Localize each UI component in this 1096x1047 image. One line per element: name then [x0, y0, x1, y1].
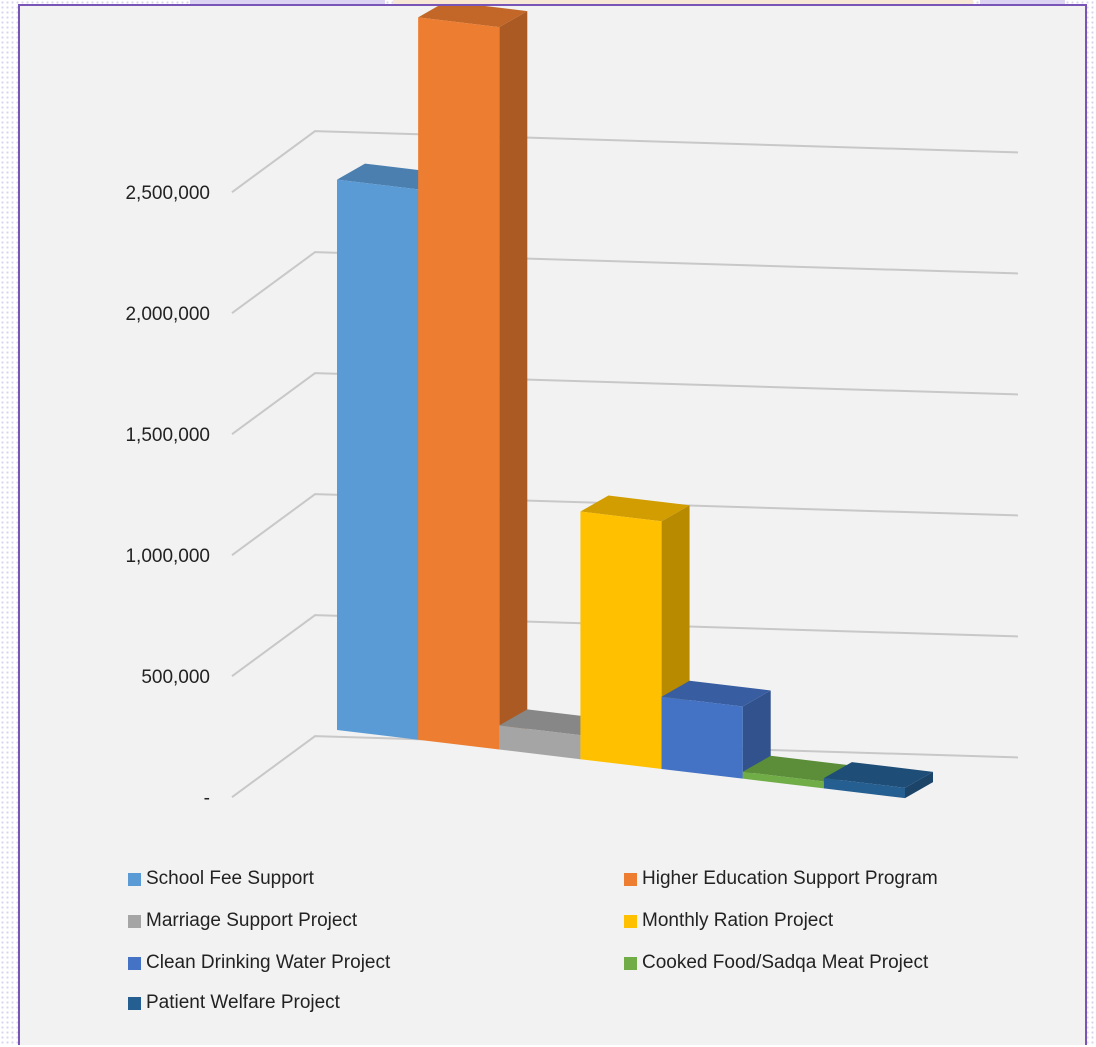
bar-front-face: [337, 179, 419, 740]
bar-2: [418, 6, 528, 750]
bar-side-face: [905, 771, 933, 799]
legend-swatch: [624, 956, 637, 970]
gridline: [231, 493, 1019, 556]
top-tab-strip: [0, 0, 1096, 6]
legend-item: Monthly Ration Project: [624, 908, 833, 934]
y-tick-label: 1,500,000: [125, 425, 210, 446]
bar-5: [661, 680, 771, 779]
legend-label: Marriage Support Project: [146, 910, 358, 931]
bar-front-face: [580, 511, 662, 769]
y-tick-label: 1,000,000: [125, 546, 210, 567]
y-tick-label: 2,000,000: [125, 304, 210, 325]
bar-front-face: [661, 696, 743, 779]
y-axis-ticks: - 500,000 1,000,000 1,500,000 2,000,000 2,500…: [125, 183, 210, 809]
legend-item: Clean Drinking Water Project: [128, 950, 390, 976]
legend-label: Higher Education Support Program: [642, 868, 938, 889]
bar-top-face: [823, 762, 933, 788]
bar-top-face: [742, 755, 852, 782]
legend-swatch: [128, 956, 141, 970]
legend-swatch: [624, 872, 637, 886]
top-tab-3: [980, 0, 1065, 5]
bar-side-face: [499, 11, 528, 750]
legend-swatch: [128, 914, 141, 928]
legend-label: Patient Welfare Project: [146, 992, 340, 1013]
bar-front-face: [823, 778, 905, 799]
bar-7: [823, 762, 933, 799]
gridline: [231, 130, 1019, 193]
bar-front-face: [499, 725, 581, 760]
y-tick-label: -: [204, 788, 210, 809]
legend-item: School Fee Support: [128, 866, 314, 892]
legend-swatch: [128, 996, 141, 1010]
legend-swatch: [624, 914, 637, 928]
y-tick-label: 2,500,000: [125, 183, 210, 204]
bar-front-face: [418, 17, 500, 750]
legend-label: School Fee Support: [146, 868, 314, 889]
bars: [337, 6, 933, 799]
legend-label: Monthly Ration Project: [642, 910, 834, 931]
legend-label: Clean Drinking Water Project: [146, 952, 391, 973]
legend-item: Patient Welfare Project: [128, 990, 340, 1016]
chart-panel: - 500,000 1,000,000 1,500,000 2,000,000 2,500…: [18, 4, 1087, 1045]
gridline: [231, 735, 1019, 798]
bar-top-face: [661, 680, 771, 707]
legend-swatch: [128, 872, 141, 886]
legend-item: Marriage Support Project: [128, 908, 357, 934]
gridlines: [231, 130, 1019, 798]
legend-label: Cooked Food/Sadqa Meat Project: [642, 952, 929, 973]
chart-plot: - 500,000 1,000,000 1,500,000 2,000,000 2,500…: [125, 6, 1019, 809]
top-tab-2: [393, 0, 973, 5]
bar-top-face: [418, 6, 528, 28]
bar-side-face: [742, 690, 771, 779]
y-tick-label: 500,000: [141, 667, 210, 688]
top-tab-1: [190, 0, 385, 5]
legend-item: Higher Education Support Program: [624, 866, 938, 892]
legend-item: Cooked Food/Sadqa Meat Project: [624, 950, 928, 976]
gridline: [231, 372, 1019, 435]
bar-top-face: [580, 495, 690, 522]
bar-front-face: [742, 771, 824, 789]
gridline: [231, 614, 1019, 677]
gridline: [231, 251, 1019, 314]
